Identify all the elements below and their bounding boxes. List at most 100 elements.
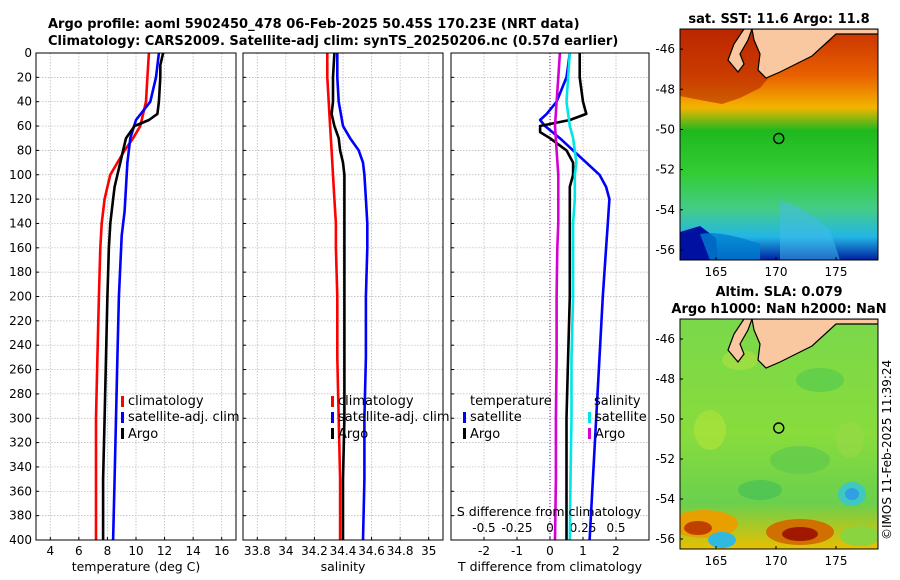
series-line-satellite-adj.-clim [335, 53, 369, 541]
plot-frame [450, 52, 650, 541]
lat-tick-label: -46 [655, 42, 675, 56]
x-tick-label: -2 [478, 544, 490, 558]
lat-tick-label: -52 [655, 163, 675, 177]
y-tick-label: 240 [9, 338, 32, 352]
y-tick-label: 360 [9, 484, 32, 498]
y-tick-label: 160 [9, 241, 32, 255]
y-tick-label: 320 [9, 436, 32, 450]
legend-label-s-argo: Argo [595, 427, 625, 442]
legend-label-t-argo: Argo [470, 427, 500, 442]
legend-swatch-argo [331, 428, 334, 439]
legend-label-s-satellite: satellite [595, 410, 647, 425]
x-tick-label: 34.4 [330, 544, 357, 558]
salinity-panel: 33.8 34 34.2 34.4 34.6 34.8 35 salinity [242, 52, 444, 574]
x-tick-label: 33.8 [244, 544, 271, 558]
series-line-salinity-satellite [565, 52, 578, 541]
y-tick-label: 280 [9, 387, 32, 401]
sla-map-features [680, 319, 878, 548]
difference-legend: temperature satellite Argo salinity sate… [463, 394, 647, 442]
y-tick-label: 400 [9, 533, 32, 547]
legend-swatch-s-satellite [588, 412, 591, 423]
legend-title-salinity: salinity [594, 394, 641, 409]
y-tick-label: 0 [24, 46, 32, 60]
top-x-tick-label: -0.25 [501, 521, 532, 535]
y-tick-label: 120 [9, 192, 32, 206]
argo-location-marker [773, 422, 785, 434]
lat-tick-label: -54 [655, 492, 675, 506]
lon-tick-label: 165 [705, 265, 728, 279]
land-mass [727, 29, 753, 73]
legend-label-satellite: satellite-adj. clim [128, 410, 240, 425]
x-tick-label: 34 [278, 544, 293, 558]
land-mass [751, 29, 878, 79]
x-tick-label: 8 [104, 544, 112, 558]
lat-tick-label: -46 [655, 332, 675, 346]
s-difference-axis-label: S difference from climatology [457, 504, 642, 519]
legend-swatch-argo [121, 428, 124, 439]
legend-swatch-climatology [331, 396, 334, 407]
legend-swatch-t-satellite [463, 412, 466, 423]
lat-tick-label: -48 [655, 82, 675, 96]
y-tick-label: 180 [9, 265, 32, 279]
y-tick-label: 300 [9, 411, 32, 425]
series-line-satellite-adj.-clim [111, 52, 161, 541]
x-axis-label: T difference from climatology [457, 559, 643, 574]
sla-map-frame [679, 318, 879, 550]
temperature-legend: climatology satellite-adj. clim Argo [121, 394, 240, 442]
x-tick-label: 35 [421, 544, 436, 558]
legend-swatch-s-argo [588, 428, 591, 439]
x-tick-label: 0 [546, 544, 554, 558]
y-tick-label: 100 [9, 168, 32, 182]
legend-label-climatology: climatology [128, 394, 204, 409]
x-tick-label: 4 [46, 544, 54, 558]
x-tick-label: 16 [214, 544, 229, 558]
y-tick-label: 20 [17, 70, 32, 84]
top-x-tick-label: 0.5 [606, 521, 625, 535]
y-tick-label: 380 [9, 509, 32, 523]
lat-tick-label: -56 [655, 243, 675, 257]
lon-tick-label: 170 [765, 265, 788, 279]
y-tick-label: 220 [9, 314, 32, 328]
sst-map-features [680, 29, 878, 260]
lat-tick-label: -54 [655, 203, 675, 217]
x-tick-label: 14 [186, 544, 201, 558]
x-tick-label: 1 [579, 544, 587, 558]
x-tick-label: 34.2 [301, 544, 328, 558]
sla-map-title: Altim. SLA: 0.079 [716, 285, 843, 300]
plot-frame [242, 52, 444, 541]
x-axis-label: temperature (deg C) [72, 559, 201, 574]
y-tick-label: 60 [17, 119, 32, 133]
legend-swatch-satellite [331, 412, 334, 423]
temperature-panel: 0 20 40 60 80 100 120 140 160 180 200 220 240 260 280 3… [9, 46, 237, 574]
argo-location-marker [773, 132, 785, 145]
land-mass [751, 319, 878, 369]
lat-tick-label: -50 [655, 122, 675, 136]
series-line-Argo [330, 52, 346, 540]
figure-title-line1: Argo profile: aoml 5902450_478 06-Feb-20… [48, 17, 580, 32]
legend-label-climatology: climatology [338, 394, 414, 409]
plot-frame [35, 52, 237, 541]
lat-tick-label: -48 [655, 372, 675, 386]
land-mass [727, 319, 753, 363]
x-tick-label: 34.6 [358, 544, 385, 558]
series-line-temperature-satellite [538, 52, 611, 541]
lat-tick-label: -50 [655, 412, 675, 426]
lon-tick-label: 175 [825, 554, 848, 568]
lat-tick-label: -52 [655, 452, 675, 466]
top-x-tick-label: 0.25 [570, 521, 597, 535]
y-tick-label: 40 [17, 95, 32, 109]
sla-map-subtitle: Argo h1000: NaN h2000: NaN [671, 302, 886, 317]
x-axis-label: salinity [321, 559, 366, 574]
y-tick-label: 80 [17, 143, 32, 157]
sla-map-axes: 165 170 175 -46 -48 -50 -52 -54 -56 [655, 332, 847, 568]
sst-map-axes: 165 170 175 -46 -48 -50 -52 -54 -56 [655, 42, 847, 279]
lon-tick-label: 170 [765, 554, 788, 568]
sst-map-frame [679, 28, 879, 261]
legend-label-t-satellite: satellite [470, 410, 522, 425]
lon-tick-label: 165 [705, 554, 728, 568]
imos-timestamp: ©IMOS 11-Feb-2025 11:39:24 [880, 360, 894, 540]
legend-label-satellite: satellite-adj. clim [338, 410, 450, 425]
lat-tick-label: -56 [655, 532, 675, 546]
